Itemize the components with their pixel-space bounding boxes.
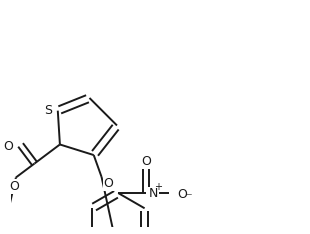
Text: ⁻: ⁻ xyxy=(185,191,191,204)
Text: +: + xyxy=(154,182,162,192)
Text: O: O xyxy=(141,155,151,168)
Text: O: O xyxy=(3,140,13,153)
Text: O: O xyxy=(104,177,113,190)
Text: S: S xyxy=(44,103,52,117)
Text: O: O xyxy=(9,180,19,193)
Text: O: O xyxy=(177,188,187,201)
Text: N: N xyxy=(149,187,158,200)
